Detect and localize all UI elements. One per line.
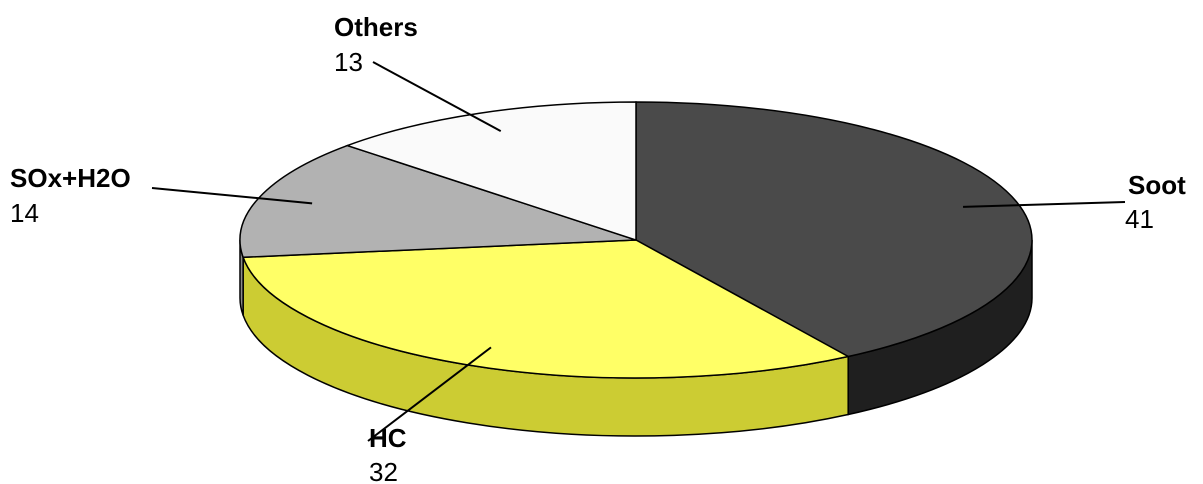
slice-label-others: Others	[334, 12, 418, 42]
slice-value-hc: 32	[369, 457, 398, 484]
leader-line-sox-h2o	[151, 187, 313, 205]
slice-value-others: 13	[334, 47, 363, 77]
leader-lines	[151, 61, 1126, 442]
slice-value-sox-h2o: 14	[10, 198, 39, 228]
slice-value-soot: 41	[1125, 204, 1154, 234]
slice-label-hc: HC	[369, 423, 407, 453]
leader-line-others	[372, 61, 502, 132]
leader-line-soot	[963, 201, 1126, 208]
pie-tops	[239, 101, 1033, 379]
slice-label-soot: Soot	[1128, 170, 1186, 200]
pie-slice-soot	[635, 101, 1033, 358]
slice-label-sox-h2o: SOx+H2O	[10, 163, 131, 193]
data-labels: Soot 41 HC 32 SOx+H2O 14 Others 13	[10, 12, 1186, 484]
leader-line-hc	[367, 346, 492, 442]
pie-slice-others	[345, 101, 637, 242]
